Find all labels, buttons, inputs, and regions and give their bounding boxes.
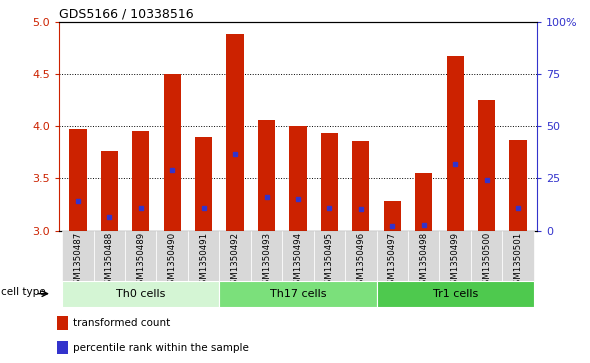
Text: percentile rank within the sample: percentile rank within the sample [73,343,249,352]
Bar [195,136,212,231]
Bar [163,74,181,231]
Bar [251,231,282,281]
Bar [352,141,369,231]
Bar [69,129,87,231]
Bar [376,231,408,281]
Bar [345,231,376,281]
Text: GSM1350493: GSM1350493 [262,232,271,290]
Bar [94,231,125,281]
Text: GSM1350492: GSM1350492 [231,232,240,290]
Text: Th17 cells: Th17 cells [270,289,326,299]
Bar [227,34,244,231]
Text: GSM1350494: GSM1350494 [293,232,303,290]
Bar [314,231,345,281]
Bar [57,316,68,330]
Bar [188,231,219,281]
Bar [282,231,314,281]
Bar [321,134,338,231]
Text: GSM1350487: GSM1350487 [73,232,83,290]
Bar [376,281,534,307]
Bar [440,231,471,281]
Bar [289,126,307,231]
Bar [125,231,156,281]
Text: Th0 cells: Th0 cells [116,289,165,299]
Bar [384,201,401,231]
Text: cell type: cell type [1,287,46,297]
Bar [509,140,527,231]
Bar [156,231,188,281]
Bar [478,100,495,231]
Text: GSM1350490: GSM1350490 [168,232,176,290]
Bar [447,56,464,231]
Bar [219,231,251,281]
Text: GSM1350499: GSM1350499 [451,232,460,290]
Bar [471,231,502,281]
Bar [101,151,118,231]
Text: GSM1350497: GSM1350497 [388,232,396,290]
Text: GSM1350498: GSM1350498 [419,232,428,290]
Text: GSM1350488: GSM1350488 [105,232,114,290]
Bar [132,131,149,231]
Bar [258,120,275,231]
Bar [57,341,68,354]
Bar [62,231,94,281]
Bar [219,281,376,307]
Text: GDS5166 / 10338516: GDS5166 / 10338516 [59,8,194,21]
Bar [502,231,534,281]
Bar [62,281,219,307]
Bar [408,231,440,281]
Text: GSM1350496: GSM1350496 [356,232,365,290]
Text: GSM1350500: GSM1350500 [482,232,491,290]
Text: GSM1350495: GSM1350495 [325,232,334,290]
Text: GSM1350501: GSM1350501 [513,232,523,290]
Text: GSM1350489: GSM1350489 [136,232,145,290]
Bar [415,173,432,231]
Text: GSM1350491: GSM1350491 [199,232,208,290]
Text: Tr1 cells: Tr1 cells [432,289,478,299]
Text: transformed count: transformed count [73,318,171,328]
